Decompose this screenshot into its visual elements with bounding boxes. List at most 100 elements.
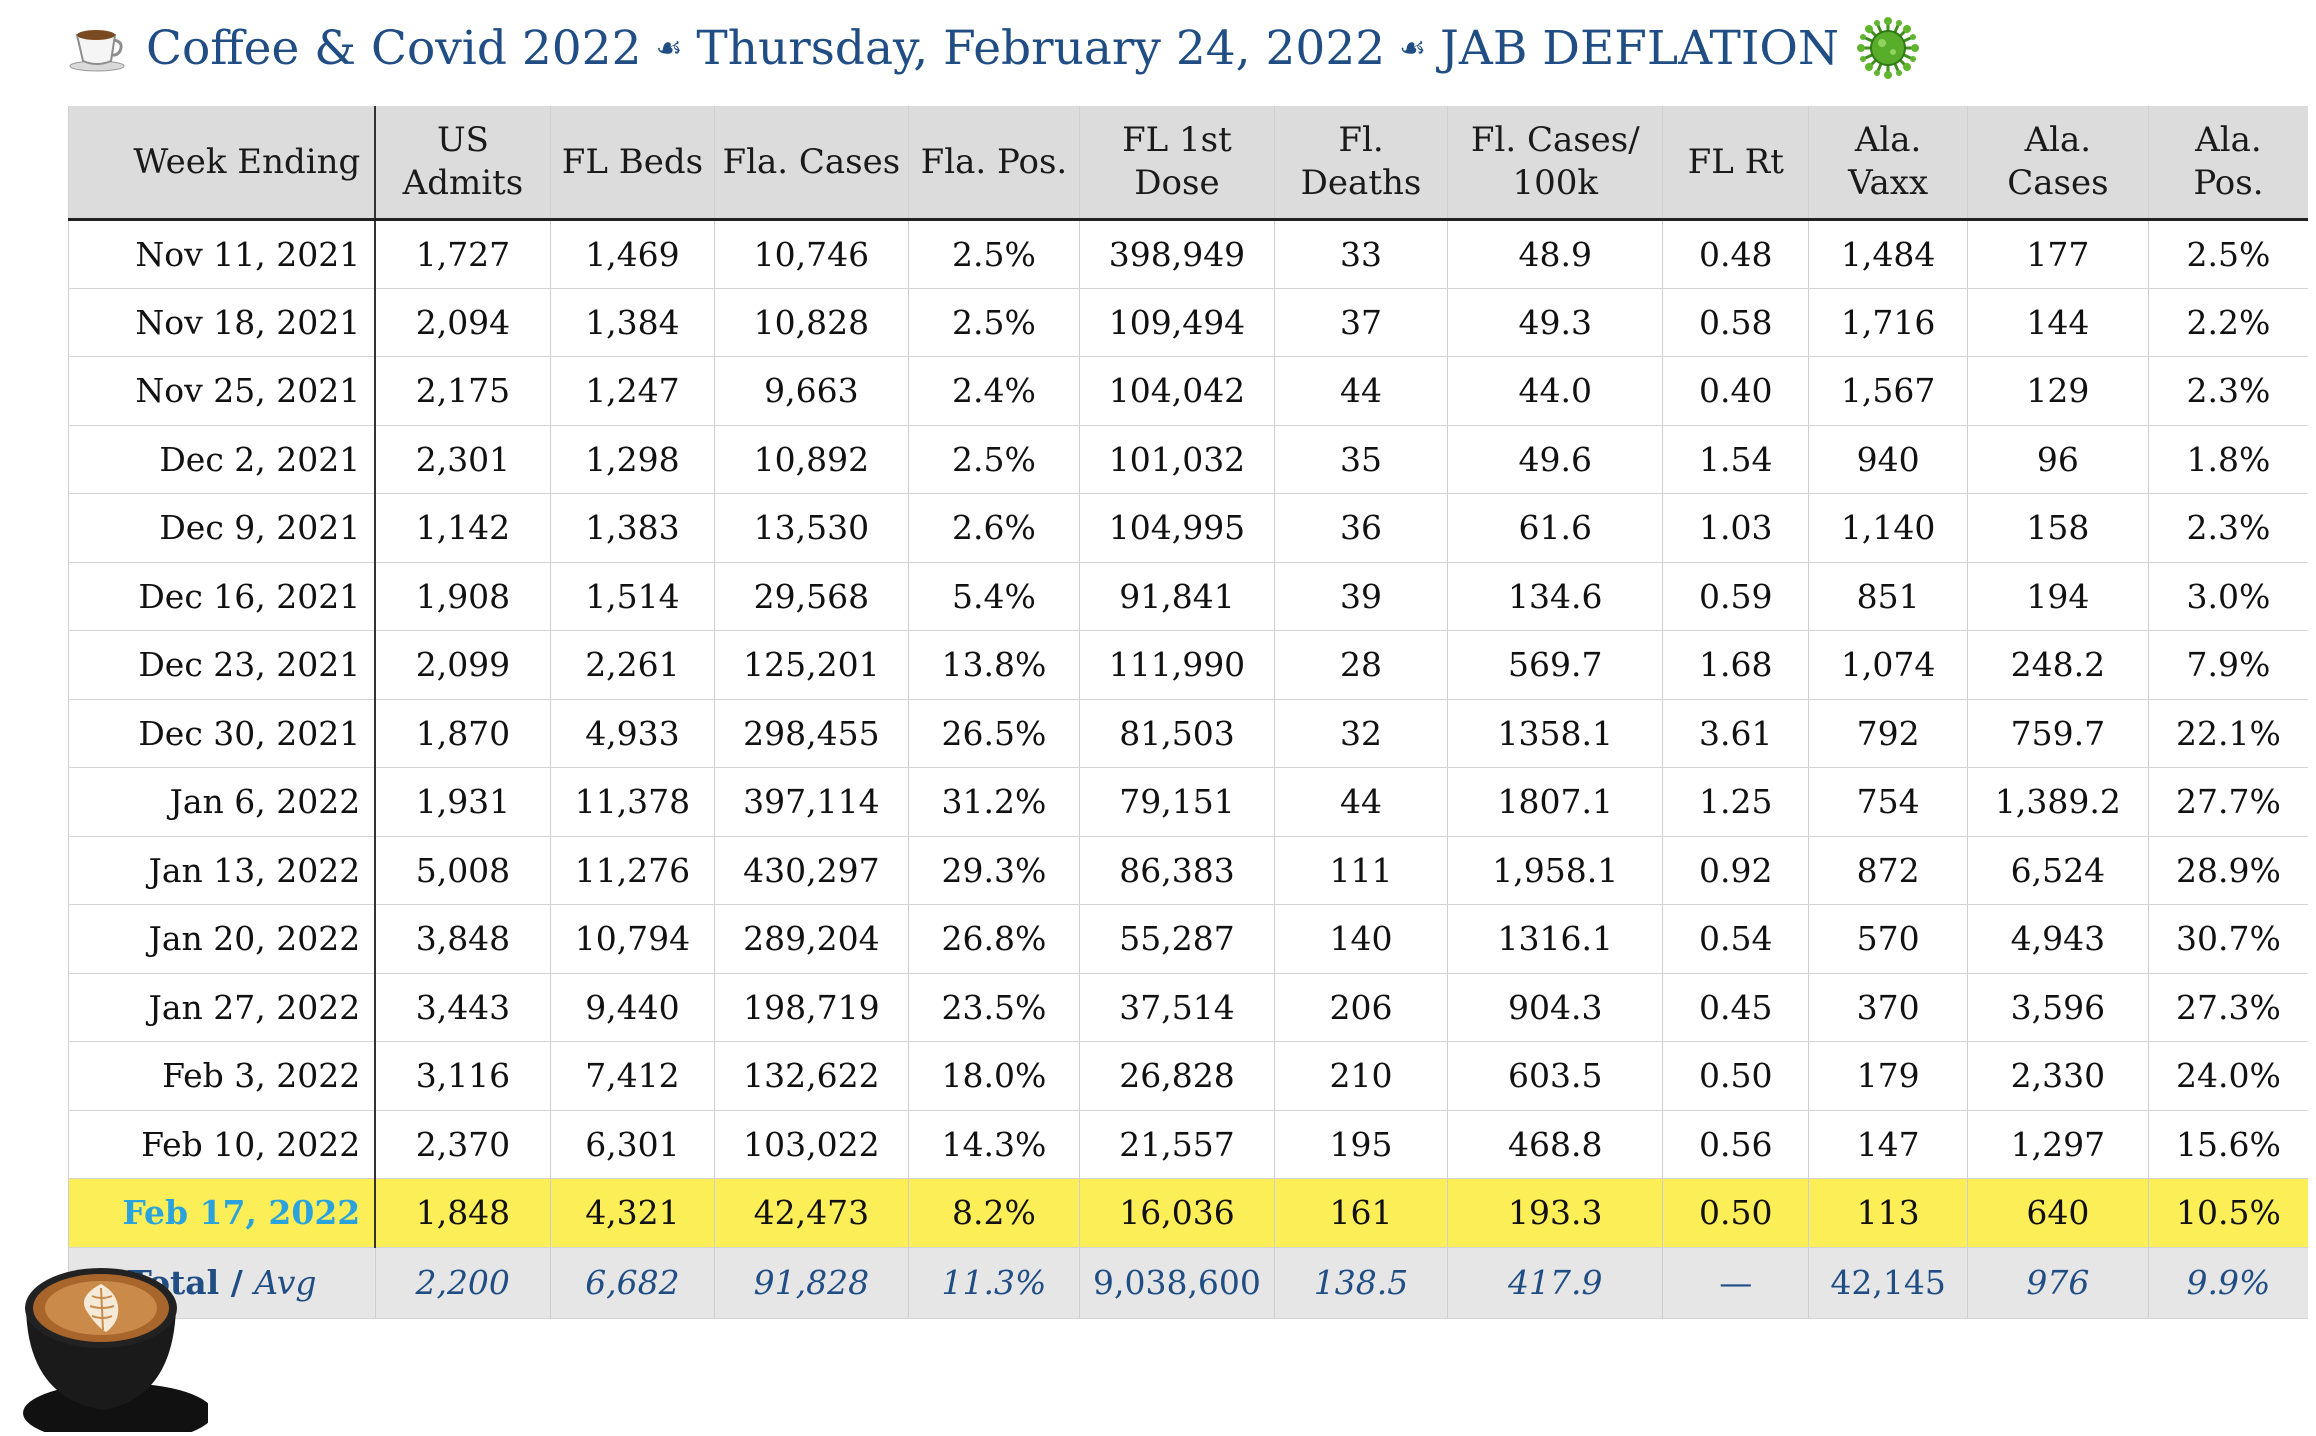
table-cell: 2,330 <box>1966 1041 2149 1111</box>
week-ending-cell: Feb 3, 2022 <box>68 1041 377 1111</box>
table-cell: 44 <box>1273 356 1448 426</box>
total-label-cell: Total / Avg <box>68 1247 376 1319</box>
table-cell: 1,908 <box>374 562 551 631</box>
header-fl-cases-per-100k: Fl. Cases/ 100k <box>1447 106 1663 220</box>
total-cell: 138.5 <box>1273 1247 1448 1319</box>
table-row: Dec 30, 2021 1,870 4,933 298,455 26.5% 81,503… <box>68 699 2308 768</box>
table-cell: 193.3 <box>1447 1178 1663 1248</box>
table-cell: 7.9% <box>2147 630 2308 700</box>
table-cell: 2.6% <box>907 493 1080 563</box>
table-cell: 11,276 <box>549 836 715 905</box>
table-cell: 206 <box>1273 973 1448 1042</box>
table-cell: 10,794 <box>549 904 715 974</box>
header-ala-vaxx: Ala. Vaxx <box>1808 106 1968 220</box>
table-cell: 33 <box>1273 218 1448 289</box>
table-cell: 8.2% <box>907 1178 1080 1248</box>
table-cell: 140 <box>1273 904 1448 974</box>
table-cell: 158 <box>1966 493 2149 563</box>
table-cell: 28.9% <box>2147 836 2308 905</box>
week-ending-cell: Jan 6, 2022 <box>68 767 377 837</box>
table-cell: 1.03 <box>1662 493 1809 563</box>
table-cell: 129 <box>1966 356 2149 426</box>
table-cell: 1,383 <box>549 493 715 563</box>
page-title: Coffee & Covid 2022 ☙ Thursday, February… <box>68 8 1920 88</box>
table-cell: 177 <box>1966 218 2149 289</box>
table-cell: 32 <box>1273 699 1448 768</box>
table-cell: 370 <box>1808 973 1968 1042</box>
total-cell: 417.9 <box>1447 1247 1663 1319</box>
table-cell: 3,848 <box>374 904 551 974</box>
table-cell: 1,484 <box>1808 218 1968 289</box>
highlighted-table-row: Feb 17, 2022 1,848 4,321 42,473 8.2% 16,036 16… <box>68 1178 2308 1248</box>
table-cell: 15.6% <box>2147 1110 2308 1179</box>
week-ending-cell: Nov 18, 2021 <box>68 288 377 357</box>
table-cell: 2.5% <box>907 425 1080 494</box>
table-cell: 1807.1 <box>1447 767 1663 837</box>
table-cell: 125,201 <box>714 630 909 700</box>
table-cell: 3.61 <box>1662 699 1809 768</box>
coffee-cup-icon <box>68 23 126 73</box>
table-cell: 0.48 <box>1662 218 1809 289</box>
table-cell: 1,140 <box>1808 493 1968 563</box>
covid-data-table: Week Ending US Admits FL Beds Fla. Cases… <box>68 106 2308 1319</box>
table-cell: 1,469 <box>549 218 715 289</box>
table-cell: 2,370 <box>374 1110 551 1179</box>
table-cell: 2,094 <box>374 288 551 357</box>
header-ala-pos: Ala. Pos. <box>2147 106 2308 220</box>
table-cell: 754 <box>1808 767 1968 837</box>
table-row: Jan 13, 2022 5,008 11,276 430,297 29.3% 86,38… <box>68 836 2308 905</box>
table-cell: 101,032 <box>1079 425 1275 494</box>
table-row: Dec 9, 2021 1,142 1,383 13,530 2.6% 104,995 36… <box>68 493 2308 563</box>
table-body: Nov 11, 2021 1,727 1,469 10,746 2.5% 398,949 3… <box>68 218 2308 1248</box>
table-cell: 10.5% <box>2147 1178 2308 1248</box>
table-cell: 16,036 <box>1079 1178 1275 1248</box>
total-cell: 976 <box>1966 1247 2149 1319</box>
table-cell: 1.25 <box>1662 767 1809 837</box>
header-fl-beds: FL Beds <box>549 106 715 220</box>
table-cell: 30.7% <box>2147 904 2308 974</box>
table-cell: 21,557 <box>1079 1110 1275 1179</box>
table-header: Week Ending US Admits FL Beds Fla. Cases… <box>68 106 2308 220</box>
table-cell: 96 <box>1966 425 2149 494</box>
table-cell: 0.50 <box>1662 1178 1809 1248</box>
total-cell: 9.9% <box>2147 1247 2308 1319</box>
table-row: Jan 20, 2022 3,848 10,794 289,204 26.8% 55,28… <box>68 904 2308 974</box>
table-cell: 13.8% <box>907 630 1080 700</box>
week-ending-cell: Dec 30, 2021 <box>68 699 377 768</box>
table-cell: 1358.1 <box>1447 699 1663 768</box>
table-cell: 2.5% <box>907 218 1080 289</box>
table-cell: 14.3% <box>907 1110 1080 1179</box>
table-cell: 10,746 <box>714 218 909 289</box>
total-cell: 11.3% <box>907 1247 1080 1319</box>
fleuron-icon: ☙ <box>1399 30 1427 66</box>
table-cell: 7,412 <box>549 1041 715 1111</box>
latte-cup-icon <box>8 1248 213 1436</box>
table-cell: 6,524 <box>1966 836 2149 905</box>
table-cell: 397,114 <box>714 767 909 837</box>
table-cell: 2,261 <box>549 630 715 700</box>
table-cell: 1,298 <box>549 425 715 494</box>
table-cell: 144 <box>1966 288 2149 357</box>
table-cell: 13,530 <box>714 493 909 563</box>
table-cell: 91,841 <box>1079 562 1275 631</box>
total-cell: 9,038,600 <box>1079 1247 1275 1319</box>
table-cell: 61.6 <box>1447 493 1663 563</box>
table-cell: 468.8 <box>1447 1110 1663 1179</box>
table-cell: 10,828 <box>714 288 909 357</box>
table-cell: 198,719 <box>714 973 909 1042</box>
table-cell: 134.6 <box>1447 562 1663 631</box>
table-cell: 1,297 <box>1966 1110 2149 1179</box>
table-cell: 86,383 <box>1079 836 1275 905</box>
table-cell: 103,022 <box>714 1110 909 1179</box>
table-cell: 1.8% <box>2147 425 2308 494</box>
table-cell: 1,870 <box>374 699 551 768</box>
week-ending-cell: Nov 11, 2021 <box>68 218 377 289</box>
table-cell: 0.54 <box>1662 904 1809 974</box>
table-cell: 0.40 <box>1662 356 1809 426</box>
table-cell: 430,297 <box>714 836 909 905</box>
table-cell: 298,455 <box>714 699 909 768</box>
table-cell: 29.3% <box>907 836 1080 905</box>
table-cell: 132,622 <box>714 1041 909 1111</box>
table-cell: 640 <box>1966 1178 2149 1248</box>
table-cell: 0.59 <box>1662 562 1809 631</box>
